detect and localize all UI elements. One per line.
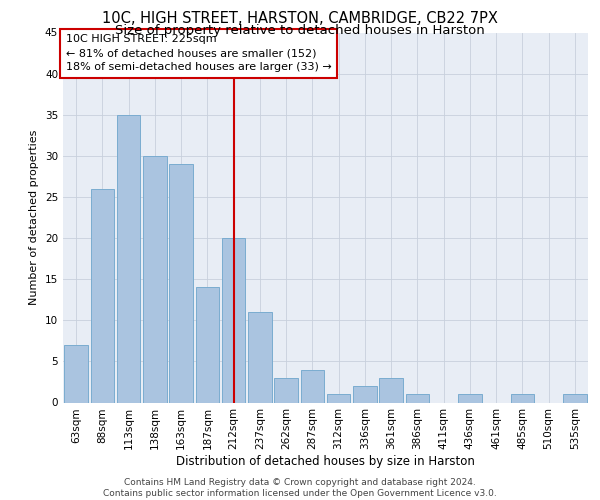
Bar [248,312,272,402]
X-axis label: Distribution of detached houses by size in Harston: Distribution of detached houses by size … [176,455,475,468]
Bar [511,394,534,402]
Bar [327,394,350,402]
Bar [274,378,298,402]
Bar [458,394,482,402]
Text: Size of property relative to detached houses in Harston: Size of property relative to detached ho… [115,24,485,37]
Bar [169,164,193,402]
Text: 10C, HIGH STREET, HARSTON, CAMBRIDGE, CB22 7PX: 10C, HIGH STREET, HARSTON, CAMBRIDGE, CB… [102,11,498,26]
Bar [143,156,167,402]
Bar [379,378,403,402]
Bar [563,394,587,402]
Bar [406,394,429,402]
Bar [64,345,88,403]
Bar [117,114,140,403]
Bar [91,188,114,402]
Bar [301,370,324,402]
Bar [353,386,377,402]
Y-axis label: Number of detached properties: Number of detached properties [29,130,40,305]
Bar [196,288,219,403]
Text: 10C HIGH STREET: 225sqm
← 81% of detached houses are smaller (152)
18% of semi-d: 10C HIGH STREET: 225sqm ← 81% of detache… [65,34,331,72]
Bar [222,238,245,402]
Text: Contains HM Land Registry data © Crown copyright and database right 2024.
Contai: Contains HM Land Registry data © Crown c… [103,478,497,498]
